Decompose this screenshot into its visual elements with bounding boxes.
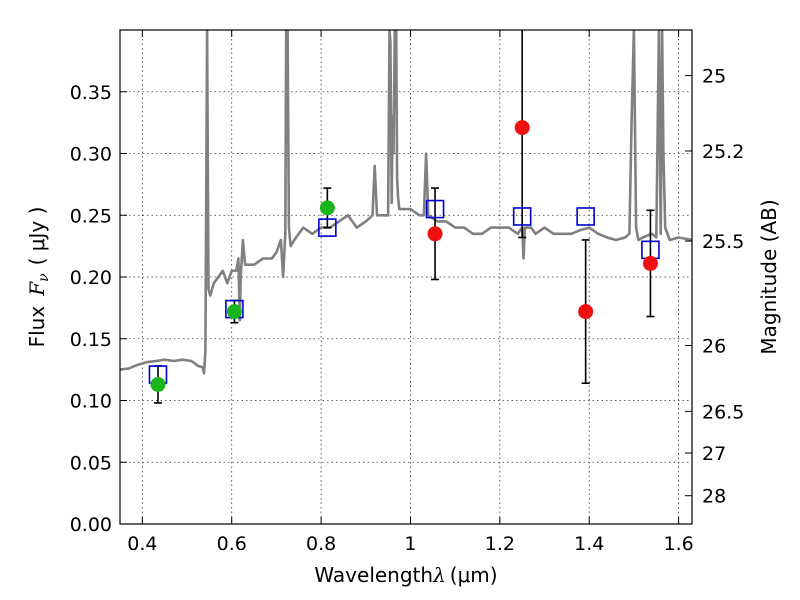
y-axis-label: Flux <box>25 306 49 348</box>
y-tick-label: 0.00 <box>70 514 112 536</box>
y-tick-label: 0.05 <box>70 452 112 474</box>
x-tick-label: 1 <box>404 533 416 555</box>
model-flux-square <box>318 218 337 237</box>
right-axis-title: Magnitude (AB) <box>757 199 781 354</box>
observed-flux-green-point <box>226 304 242 320</box>
y-tick-label: 0.35 <box>70 82 112 104</box>
right-tick-label: 25.5 <box>702 231 744 253</box>
right-tick-label: 25.2 <box>702 141 744 163</box>
x-tick-label: 0.8 <box>306 533 336 555</box>
right-tick-label: 26 <box>702 336 726 358</box>
model-flux-square <box>425 199 445 219</box>
x-tick-label: 1.6 <box>663 533 693 555</box>
grid-lines <box>120 30 692 524</box>
observed-flux-green-point <box>150 376 166 392</box>
model-flux-square <box>512 207 532 226</box>
x-axis-unit: (μm) <box>450 563 498 587</box>
y-tick-label: 0.15 <box>70 329 112 351</box>
x-tick-label: 0.4 <box>127 533 157 555</box>
spectrum-line <box>120 30 692 375</box>
observed-flux-red-point <box>578 304 594 320</box>
x-axis-symbol: λ <box>432 563 446 587</box>
axis-ticks <box>120 30 692 525</box>
observed-flux-red-point <box>427 226 443 242</box>
observed-flux-red-point <box>514 120 530 136</box>
right-tick-label: 27 <box>702 443 726 465</box>
y-tick-label: 0.20 <box>70 267 112 289</box>
data-markers <box>148 120 660 392</box>
y-axis-title: Flux Fν ( μJy ) <box>25 207 52 348</box>
tick-labels: 0.4 0.6 0.8 1 1.2 1.4 1.6 0.00 0.05 0.10 0.15 0.20 0… <box>70 66 745 555</box>
y-axis-symbol: F <box>25 281 49 297</box>
right-tick-label: 26.5 <box>702 401 744 423</box>
x-tick-label: 0.6 <box>217 533 247 555</box>
model-spectrum <box>120 30 692 375</box>
observed-flux-green-point <box>319 200 335 216</box>
x-tick-label: 1.2 <box>485 533 515 555</box>
right-tick-label: 25 <box>702 66 726 88</box>
observed-flux-red-point <box>642 255 658 271</box>
x-axis-title: Wavelengthλ (μm) <box>314 563 497 587</box>
y-tick-label: 0.10 <box>70 391 112 413</box>
right-tick-label: 28 <box>702 486 726 508</box>
y-tick-label: 0.25 <box>70 205 112 227</box>
y-axis-unit: ( μJy ) <box>25 207 49 266</box>
model-flux-square <box>576 207 595 226</box>
x-axis-label: Wavelength <box>314 563 433 587</box>
y-axis-subscript: ν <box>36 273 52 282</box>
y-tick-label: 0.30 <box>70 144 112 166</box>
x-tick-label: 1.4 <box>574 533 604 555</box>
